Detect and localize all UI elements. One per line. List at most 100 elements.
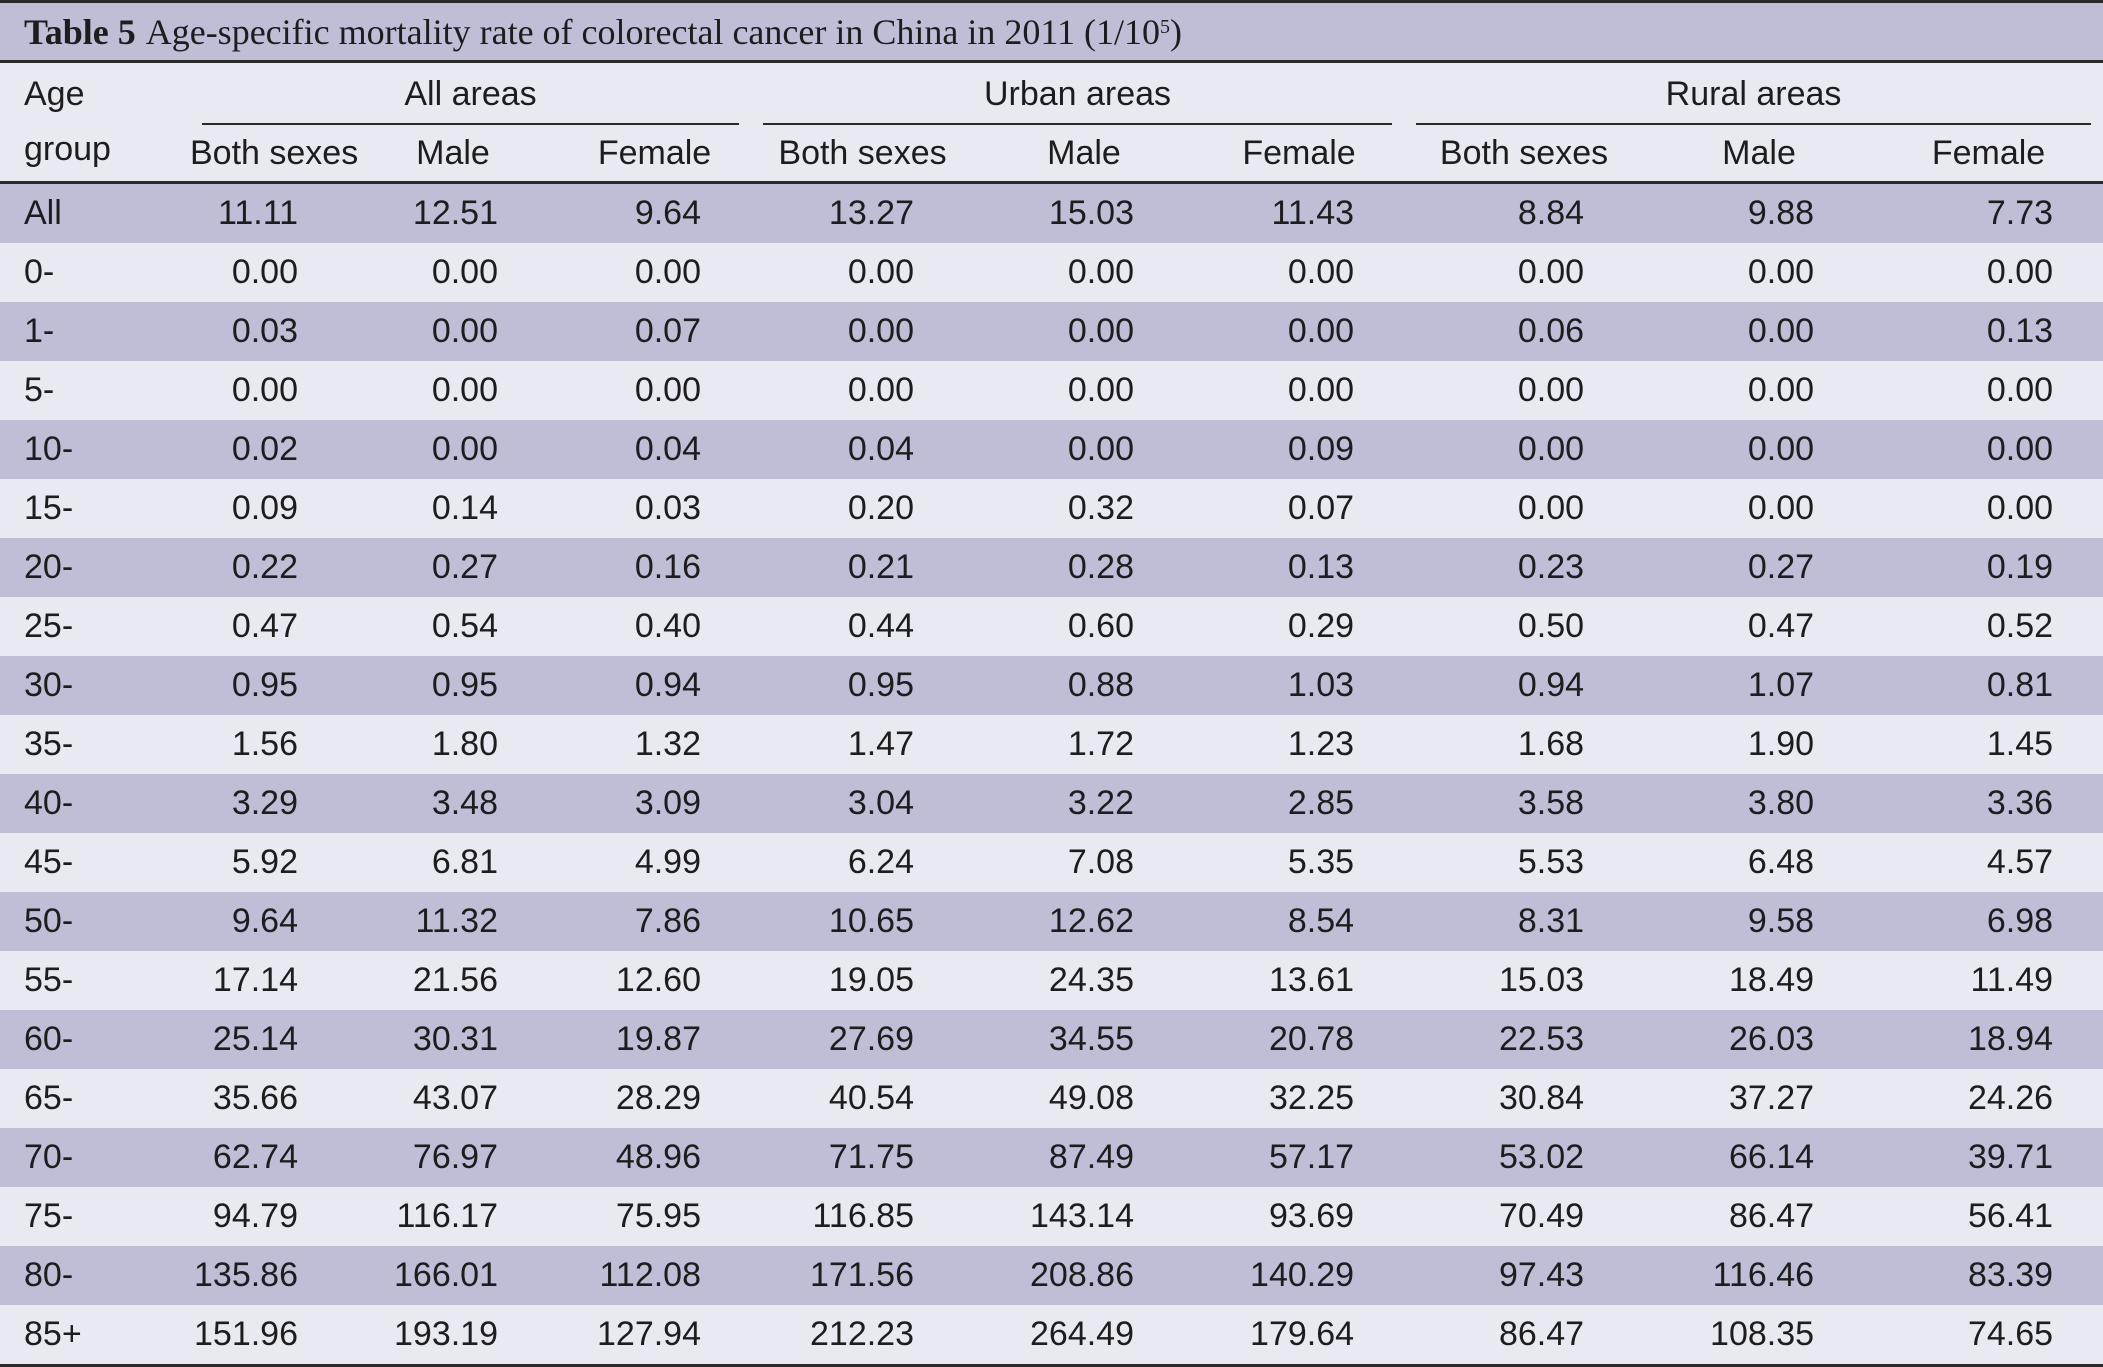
urban-female-cell: 13.61 <box>1194 951 1405 1010</box>
all-male-cell: 0.27 <box>348 538 558 597</box>
rural-male-cell: 108.35 <box>1644 1305 1875 1367</box>
urban-female-cell: 57.17 <box>1194 1128 1405 1187</box>
table-row: 85+ 151.96 193.19 127.94 212.23 264.49 179.64 8… <box>0 1305 2103 1367</box>
rural-both-cell: 30.84 <box>1404 1069 1645 1128</box>
urban-both-cell: 71.75 <box>751 1128 974 1187</box>
rural-male-cell: 18.49 <box>1644 951 1875 1010</box>
rural-female-cell: 3.36 <box>1874 774 2103 833</box>
urban-male-cell: 3.22 <box>974 774 1194 833</box>
table-label: Table 5 <box>24 11 136 52</box>
urban-both-cell: 1.47 <box>751 715 974 774</box>
urban-both-cell: 10.65 <box>751 892 974 951</box>
urban-female-cell: 1.23 <box>1194 715 1405 774</box>
urban-both-cell: 0.95 <box>751 656 974 715</box>
table-row: 55- 17.14 21.56 12.60 19.05 24.35 13.61 15.03 18… <box>0 951 2103 1010</box>
rural-female-cell: 0.00 <box>1874 361 2103 420</box>
rural-male-cell: 86.47 <box>1644 1187 1875 1246</box>
table-row: 10- 0.02 0.00 0.04 0.04 0.00 0.09 0.00 0.00 0.00 <box>0 420 2103 479</box>
subheader-female: Female <box>1242 133 1356 172</box>
all-male-cell: 0.95 <box>348 656 558 715</box>
rural-male-cell: 26.03 <box>1644 1010 1875 1069</box>
table-row: 5- 0.00 0.00 0.00 0.00 0.00 0.00 0.00 0.00 0.00 <box>0 361 2103 420</box>
all-both-cell: 0.09 <box>190 479 348 538</box>
mortality-table: Age group All areas Urban areas Rural ar… <box>0 63 2103 1367</box>
urban-female-cell: 0.00 <box>1194 243 1405 302</box>
urban-both-cell: 0.44 <box>751 597 974 656</box>
all-male-cell: 43.07 <box>348 1069 558 1128</box>
urban-both-cell: 3.04 <box>751 774 974 833</box>
urban-female-cell: 0.13 <box>1194 538 1405 597</box>
age-cell: 1- <box>0 302 190 361</box>
table-row: 50- 9.64 11.32 7.86 10.65 12.62 8.54 8.31 9.58 6.… <box>0 892 2103 951</box>
all-female-cell: 9.64 <box>558 182 751 243</box>
urban-male-cell: 0.00 <box>974 361 1194 420</box>
urban-male-cell: 0.60 <box>974 597 1194 656</box>
rural-male-cell: 66.14 <box>1644 1128 1875 1187</box>
age-cell: 55- <box>0 951 190 1010</box>
age-cell: 0- <box>0 243 190 302</box>
urban-female-cell: 140.29 <box>1194 1246 1405 1305</box>
table-body: All 11.11 12.51 9.64 13.27 15.03 11.43 8.84 9.88… <box>0 182 2103 1367</box>
group-header-rural-areas: Rural areas <box>1404 63 2103 125</box>
subheader-male: Male <box>1722 133 1796 172</box>
rural-both-cell: 0.00 <box>1404 361 1645 420</box>
rural-both-cell: 86.47 <box>1404 1305 1645 1367</box>
rural-male-cell: 0.00 <box>1644 420 1875 479</box>
rural-both-cell: 0.00 <box>1404 420 1645 479</box>
all-female-cell: 3.09 <box>558 774 751 833</box>
urban-male-cell: 0.32 <box>974 479 1194 538</box>
urban-both-cell: 6.24 <box>751 833 974 892</box>
all-both-cell: 0.22 <box>190 538 348 597</box>
all-female-cell: 0.94 <box>558 656 751 715</box>
rural-female-cell: 6.98 <box>1874 892 2103 951</box>
urban-both-cell: 0.00 <box>751 361 974 420</box>
rural-male-cell: 0.00 <box>1644 302 1875 361</box>
all-female-cell: 0.03 <box>558 479 751 538</box>
subheader-male: Male <box>1047 133 1121 172</box>
all-female-cell: 48.96 <box>558 1128 751 1187</box>
rural-both-cell: 15.03 <box>1404 951 1645 1010</box>
urban-female-cell: 0.09 <box>1194 420 1405 479</box>
urban-both-cell: 0.21 <box>751 538 974 597</box>
all-male-cell: 12.51 <box>348 182 558 243</box>
urban-male-cell: 208.86 <box>974 1246 1194 1305</box>
rural-both-cell: 53.02 <box>1404 1128 1645 1187</box>
age-cell: 65- <box>0 1069 190 1128</box>
urban-male-cell: 87.49 <box>974 1128 1194 1187</box>
rural-female-cell: 83.39 <box>1874 1246 2103 1305</box>
age-cell: 25- <box>0 597 190 656</box>
all-both-cell: 0.02 <box>190 420 348 479</box>
table-row: 60- 25.14 30.31 19.87 27.69 34.55 20.78 22.53 26… <box>0 1010 2103 1069</box>
rural-male-cell: 37.27 <box>1644 1069 1875 1128</box>
table-row: 65- 35.66 43.07 28.29 40.54 49.08 32.25 30.84 37… <box>0 1069 2103 1128</box>
age-cell: 30- <box>0 656 190 715</box>
rural-both-cell: 0.00 <box>1404 243 1645 302</box>
all-female-cell: 12.60 <box>558 951 751 1010</box>
all-both-cell: 0.95 <box>190 656 348 715</box>
all-male-cell: 3.48 <box>348 774 558 833</box>
rural-male-cell: 0.00 <box>1644 361 1875 420</box>
all-female-cell: 0.40 <box>558 597 751 656</box>
urban-both-cell: 0.00 <box>751 243 974 302</box>
rural-male-cell: 3.80 <box>1644 774 1875 833</box>
urban-both-cell: 0.20 <box>751 479 974 538</box>
all-male-cell: 21.56 <box>348 951 558 1010</box>
urban-both-cell: 40.54 <box>751 1069 974 1128</box>
all-both-cell: 3.29 <box>190 774 348 833</box>
urban-male-cell: 49.08 <box>974 1069 1194 1128</box>
subheader-male: Male <box>416 133 490 172</box>
urban-female-cell: 5.35 <box>1194 833 1405 892</box>
rural-both-cell: 0.50 <box>1404 597 1645 656</box>
rural-male-cell: 9.88 <box>1644 182 1875 243</box>
age-cell: 70- <box>0 1128 190 1187</box>
rural-female-cell: 11.49 <box>1874 951 2103 1010</box>
all-both-cell: 11.11 <box>190 182 348 243</box>
age-cell: 5- <box>0 361 190 420</box>
rural-female-cell: 4.57 <box>1874 833 2103 892</box>
all-both-cell: 0.00 <box>190 361 348 420</box>
all-female-cell: 1.32 <box>558 715 751 774</box>
all-female-cell: 0.00 <box>558 361 751 420</box>
age-group-header: Age group <box>0 63 190 183</box>
urban-both-cell: 116.85 <box>751 1187 974 1246</box>
age-cell: 75- <box>0 1187 190 1246</box>
